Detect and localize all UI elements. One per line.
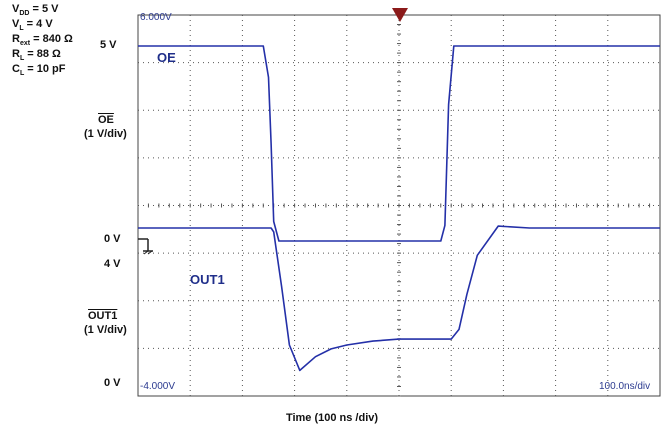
oe-5v-label: 5 V (100, 39, 117, 51)
scope-bottom-level: -4.000V (140, 381, 176, 392)
condition-rl: RL = 88 Ω (12, 48, 61, 63)
condition-cl: CL = 10 pF (12, 63, 66, 78)
scope-top-level: 6.000V (140, 12, 172, 23)
out-0v-label: 0 V (104, 377, 121, 389)
out-scale-label: (1 V/div) (84, 324, 127, 336)
oe-axis-name: OE (98, 114, 114, 126)
out-4v-label: 4 V (104, 258, 121, 270)
oe-trace-label: OE (157, 50, 176, 65)
oe-scale-label: (1 V/div) (84, 128, 127, 140)
series-line-out1 (138, 225, 660, 372)
condition-rext: Rext = 840 Ω (12, 33, 73, 48)
series-line-oe (138, 45, 660, 242)
ground-icon (138, 238, 153, 255)
traces (138, 45, 660, 372)
condition-vdd: VDD = 5 V (12, 3, 59, 18)
trigger-marker (392, 8, 408, 22)
oe-0v-label: 0 V (104, 233, 121, 245)
out-axis-name: OUT1 (88, 310, 118, 322)
condition-vl: VL = 4 V (12, 18, 53, 33)
scope-timebase: 100.0ns/div (599, 381, 651, 392)
out-trace-label: OUT1 (190, 272, 225, 287)
x-axis-label: Time (100 ns /div) (285, 412, 379, 424)
